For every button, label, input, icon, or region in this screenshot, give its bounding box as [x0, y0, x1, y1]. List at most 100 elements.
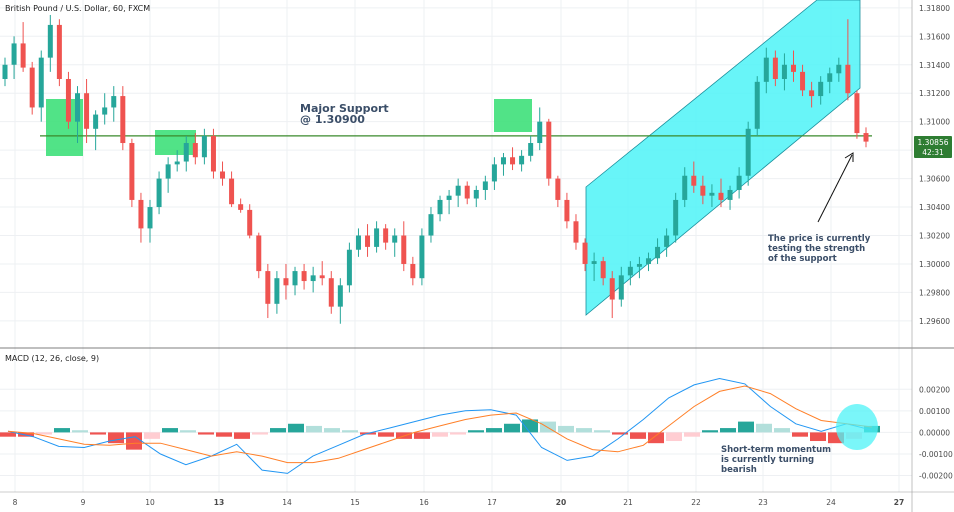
candle-body: [129, 143, 135, 200]
macd-histogram-bar: [540, 421, 556, 433]
time-tick-label: 17: [487, 498, 497, 507]
candle-body: [709, 192, 715, 196]
candle-body: [564, 199, 570, 222]
candle-body: [355, 235, 361, 250]
candle-body: [618, 275, 624, 300]
macd-histogram-bar: [738, 421, 754, 433]
candle-body: [138, 199, 144, 229]
candle-body: [165, 164, 171, 179]
candle-body: [528, 143, 534, 156]
candle-body: [790, 64, 796, 72]
candle-body: [383, 228, 389, 243]
macd-histogram-bar: [54, 428, 70, 433]
candle-body: [718, 192, 724, 200]
support-test-box: [155, 130, 196, 155]
candle-body: [745, 128, 751, 176]
macd-histogram-bar: [720, 428, 736, 433]
macd-tick-label: 0.00100: [919, 407, 950, 416]
macd-histogram-bar: [36, 432, 52, 435]
macd-histogram-bar: [198, 432, 214, 435]
candle-body: [401, 235, 407, 264]
time-tick-label: 16: [419, 498, 429, 507]
price-annotation-line-1: The price is currently: [768, 234, 871, 244]
price-tick-label: 1.31200: [919, 89, 950, 98]
macd-histogram-bar: [72, 430, 88, 433]
candle-body: [11, 43, 17, 65]
candle-body: [47, 24, 53, 58]
chart-title: British Pound / U.S. Dollar, 60, FXCM: [5, 4, 150, 13]
candle-body: [482, 181, 488, 190]
macd-histogram-bar: [522, 419, 538, 433]
candle-body: [229, 178, 235, 205]
macd-histogram-bar: [612, 432, 628, 435]
candle-body: [201, 135, 207, 158]
macd-histogram-bar: [306, 425, 322, 433]
candle-body: [283, 278, 289, 286]
time-tick-label: 24: [826, 498, 836, 507]
macd-tick-label: 0.00000: [919, 428, 950, 437]
macd-annotation-line-2: is currently turning: [721, 455, 814, 465]
macd-histogram-bar: [18, 432, 34, 437]
candle-body: [627, 266, 633, 276]
time-tick-label: 20: [556, 498, 566, 507]
candle-body: [247, 209, 253, 236]
price-annotation-arrowhead: [844, 152, 854, 162]
candle-body: [29, 67, 35, 108]
support-test-box: [494, 99, 532, 132]
macd-histogram-bar: [702, 430, 718, 433]
price-tick-label: 1.31800: [919, 4, 950, 13]
price-tick-label: 1.30600: [919, 175, 950, 184]
candle-body: [147, 207, 153, 229]
candle-body: [609, 278, 615, 300]
candle-body: [800, 71, 806, 91]
candle-body: [65, 78, 71, 122]
macd-histogram-bar: [126, 432, 142, 450]
candle-body: [374, 228, 380, 247]
candle-body: [301, 271, 307, 282]
candle-body: [827, 73, 833, 82]
macd-tick-label: -0.00100: [919, 450, 953, 459]
candle-body: [120, 96, 126, 144]
time-tick-label: 21: [623, 498, 633, 507]
candle-body: [491, 164, 497, 182]
macd-histogram-bar: [468, 430, 484, 433]
candle-body: [111, 96, 117, 108]
time-tick-label: 9: [81, 498, 86, 507]
macd-histogram-bar: [270, 428, 286, 433]
candle-body: [664, 235, 670, 247]
candle-body: [836, 64, 842, 74]
macd-histogram-bar: [180, 430, 196, 433]
macd-histogram-bar: [576, 428, 592, 433]
candle-body: [727, 189, 733, 200]
candle-body: [546, 121, 552, 179]
candle-body: [256, 235, 262, 272]
candle-body: [600, 261, 606, 279]
support-annotation-line-1: Major Support: [300, 102, 389, 115]
candle-body: [220, 171, 226, 179]
macd-title: MACD (12, 26, close, 9): [5, 354, 99, 363]
current-price-label: 1.30856: [917, 138, 948, 147]
candle-body: [455, 185, 461, 196]
macd-histogram-bar: [108, 432, 124, 444]
candle-body: [210, 135, 216, 172]
time-tick-label: 15: [350, 498, 360, 507]
macd-histogram-bar: [504, 423, 520, 433]
candle-body: [2, 64, 8, 79]
macd-histogram-bar: [648, 432, 664, 444]
time-tick-label: 14: [282, 498, 292, 507]
macd-histogram-bar: [0, 432, 16, 437]
candle-body: [410, 263, 416, 279]
time-tick-label: 22: [691, 498, 701, 507]
candle-body: [818, 81, 824, 97]
price-tick-label: 1.30400: [919, 203, 950, 212]
candle-body: [763, 57, 769, 82]
price-annotation-arrow: [817, 154, 853, 223]
candle-body: [519, 155, 525, 165]
candle-body: [845, 64, 851, 94]
candle-body: [319, 275, 325, 279]
countdown-label: 42:31: [922, 148, 944, 157]
macd-histogram-bar: [630, 432, 646, 439]
candle-body: [682, 175, 688, 200]
candle-body: [473, 189, 479, 199]
